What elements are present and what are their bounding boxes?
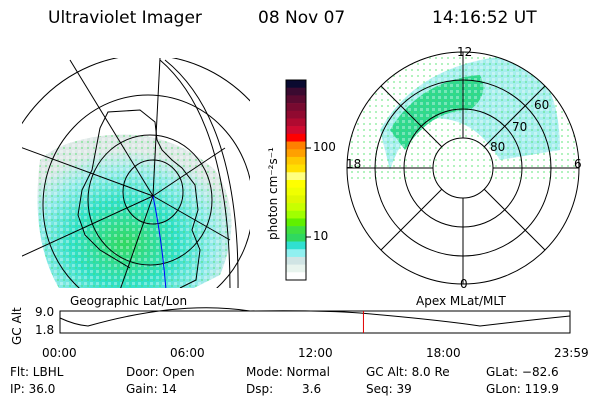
status-mode: Mode: Normal [246, 365, 330, 379]
geographic-map [22, 58, 250, 288]
colorbar-swatch [286, 264, 306, 273]
status-gain: Gain: 14 [126, 382, 177, 396]
colorbar-swatch [286, 256, 306, 265]
mlt-label-6: 6 [574, 157, 582, 171]
colorbar-swatch [286, 95, 306, 104]
status-dsp-label: Dsp: [246, 382, 274, 396]
altitude-ylabel: GC Alt [10, 307, 24, 345]
xtick-1200: 12:00 [298, 346, 333, 360]
date: 08 Nov 07 [258, 8, 346, 28]
status-dsp-value: 3.6 [302, 382, 322, 396]
colorbar-swatch [286, 156, 306, 165]
lat-label-70: 70 [512, 120, 528, 134]
xtick-0600: 06:00 [170, 346, 205, 360]
colorbar-swatch [286, 241, 306, 250]
colorbar-swatch [286, 87, 306, 96]
colorbar-swatch [286, 203, 306, 212]
status-gc-alt: GC Alt: 8.0 Re [366, 365, 450, 379]
colorbar-unit-label: photon cm⁻²s⁻¹ [266, 147, 280, 240]
status-filter: Flt: LBHL [10, 365, 64, 379]
status-seq: Seq: 39 [366, 382, 412, 396]
apex-caption: Apex MLat/MLT [416, 294, 506, 308]
mlt-label-18: 18 [346, 157, 362, 171]
colorbar-swatch [286, 226, 306, 235]
ytick-9: 9.0 [35, 305, 55, 319]
colorbar-swatch [286, 149, 306, 158]
colorbar-swatch [286, 110, 306, 119]
xtick-2359: 23:59 [554, 346, 589, 360]
geographic-caption: Geographic Lat/Lon [70, 294, 188, 308]
lat-label-80: 80 [490, 140, 506, 154]
instrument-title: Ultraviolet Imager [48, 8, 202, 28]
status-glon: GLon: 119.9 [486, 382, 559, 396]
colorbar-swatch [286, 118, 306, 127]
ytick-1-8: 1.8 [35, 323, 55, 337]
colorbar-swatch [286, 164, 306, 173]
apex-polar-map [346, 51, 580, 285]
mlt-label-12: 12 [457, 45, 473, 59]
status-glat: GLat: −82.6 [486, 365, 559, 379]
xtick-0000: 00:00 [42, 346, 77, 360]
status-door: Door: Open [126, 365, 195, 379]
colorbar [285, 79, 311, 281]
colorbar-swatch [286, 126, 306, 135]
colorbar-swatch [286, 210, 306, 219]
colorbar-swatch [286, 233, 306, 242]
colorbar-swatch [286, 133, 306, 142]
colorbar-swatch [286, 103, 306, 112]
status-ip: IP: 36.0 [10, 382, 56, 396]
colorbar-swatch [286, 141, 306, 150]
colorbar-swatch [286, 180, 306, 188]
colorbar-tick-100: 100 [313, 140, 336, 154]
satellite-meridian [152, 195, 167, 288]
xtick-1800: 18:00 [426, 346, 461, 360]
colorbar-swatch [286, 187, 306, 196]
colorbar-swatch [286, 172, 306, 181]
altitude-plot [59, 307, 571, 334]
colorbar-swatch [286, 80, 306, 88]
lat-label-60: 60 [534, 98, 550, 112]
colorbar-swatch [286, 272, 306, 281]
mlt-label-0: 0 [460, 277, 468, 291]
time: 14:16:52 UT [432, 8, 537, 28]
colorbar-swatch [286, 218, 306, 227]
colorbar-tick-10: 10 [313, 229, 329, 243]
colorbar-swatch [286, 195, 306, 204]
colorbar-swatch [286, 249, 306, 258]
